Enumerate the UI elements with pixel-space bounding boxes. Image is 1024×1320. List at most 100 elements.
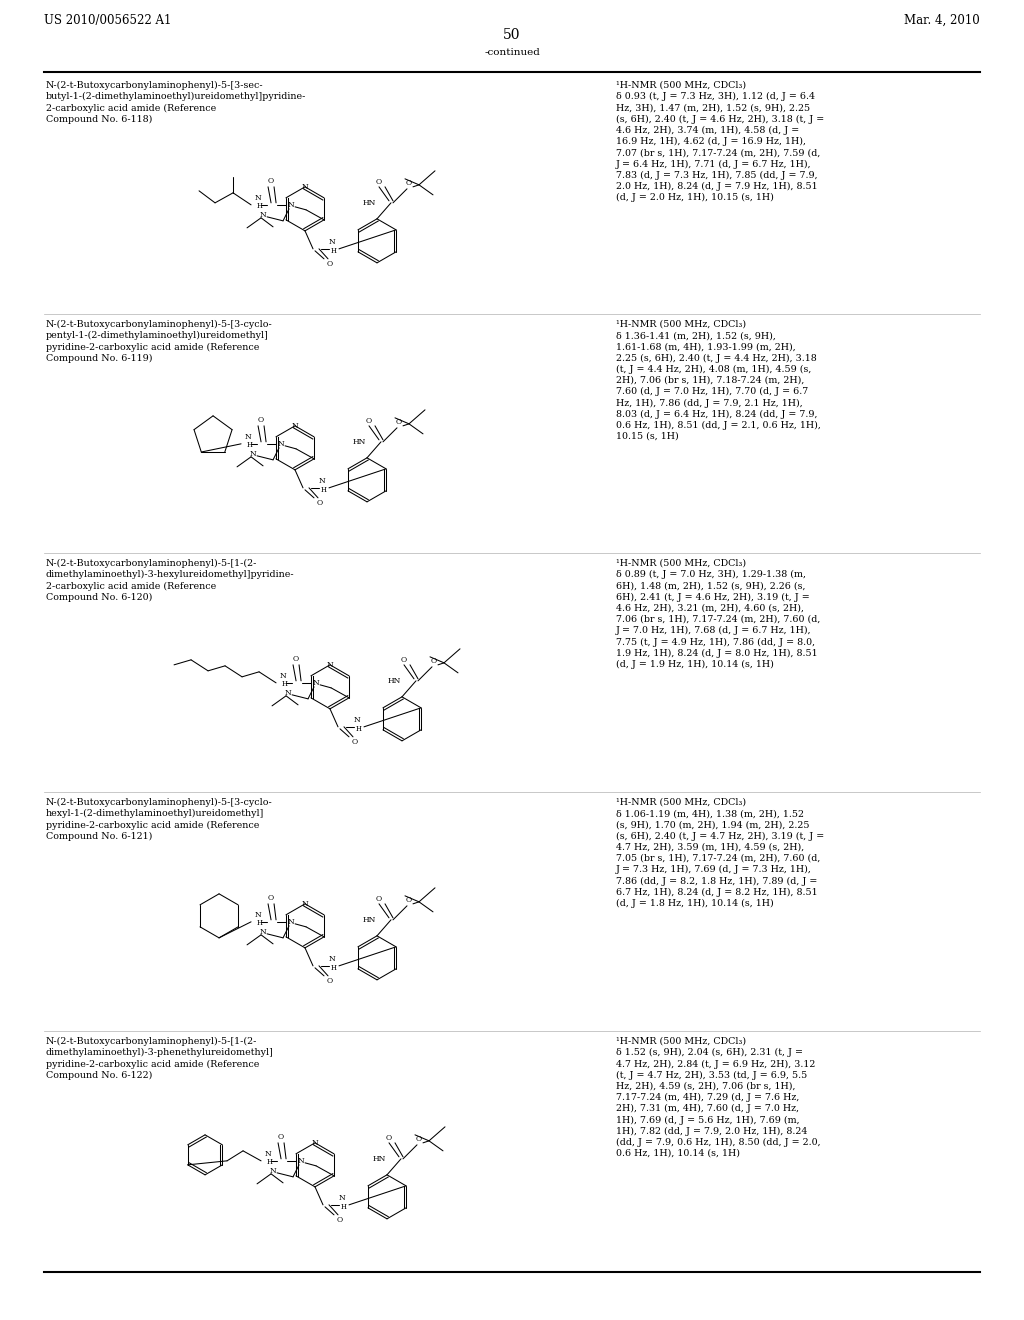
Text: O: O (258, 416, 264, 424)
Text: Mar. 4, 2010: Mar. 4, 2010 (904, 15, 980, 26)
Text: pyridine-2-carboxylic acid amide (Reference: pyridine-2-carboxylic acid amide (Refere… (46, 342, 259, 351)
Text: H: H (257, 202, 263, 210)
Text: N: N (329, 954, 336, 962)
Text: N: N (312, 678, 319, 686)
Text: 7.86 (dd, J = 8.2, 1.8 Hz, 1H), 7.89 (d, J =: 7.86 (dd, J = 8.2, 1.8 Hz, 1H), 7.89 (d,… (616, 876, 817, 886)
Text: δ 1.52 (s, 9H), 2.04 (s, 6H), 2.31 (t, J =: δ 1.52 (s, 9H), 2.04 (s, 6H), 2.31 (t, J… (616, 1048, 803, 1057)
Text: O: O (317, 499, 323, 507)
Text: N: N (255, 911, 261, 919)
Text: O: O (376, 895, 382, 903)
Text: Hz, 2H), 4.59 (s, 2H), 7.06 (br s, 1H),: Hz, 2H), 4.59 (s, 2H), 7.06 (br s, 1H), (616, 1082, 796, 1090)
Text: 10.15 (s, 1H): 10.15 (s, 1H) (616, 432, 679, 441)
Text: O: O (327, 977, 333, 985)
Text: 4.7 Hz, 2H), 2.84 (t, J = 6.9 Hz, 2H), 3.12: 4.7 Hz, 2H), 2.84 (t, J = 6.9 Hz, 2H), 3… (616, 1060, 815, 1068)
Text: H: H (247, 441, 253, 449)
Text: N: N (298, 1156, 304, 1164)
Text: HN: HN (388, 677, 401, 685)
Text: N: N (264, 1150, 271, 1158)
Text: 2-carboxylic acid amide (Reference: 2-carboxylic acid amide (Reference (46, 581, 216, 590)
Text: N-(2-t-Butoxycarbonylaminophenyl)-5-[1-(2-: N-(2-t-Butoxycarbonylaminophenyl)-5-[1-(… (46, 1038, 257, 1047)
Text: 7.75 (t, J = 4.9 Hz, 1H), 7.86 (dd, J = 8.0,: 7.75 (t, J = 4.9 Hz, 1H), 7.86 (dd, J = … (616, 638, 815, 647)
Text: (t, J = 4.7 Hz, 2H), 3.53 (td, J = 6.9, 5.5: (t, J = 4.7 Hz, 2H), 3.53 (td, J = 6.9, … (616, 1071, 807, 1080)
Text: HN: HN (373, 1155, 386, 1163)
Text: J = 6.4 Hz, 1H), 7.71 (d, J = 6.7 Hz, 1H),: J = 6.4 Hz, 1H), 7.71 (d, J = 6.7 Hz, 1H… (616, 160, 812, 169)
Text: N: N (318, 477, 326, 484)
Text: δ 0.89 (t, J = 7.0 Hz, 3H), 1.29-1.38 (m,: δ 0.89 (t, J = 7.0 Hz, 3H), 1.29-1.38 (m… (616, 570, 806, 579)
Text: 8.03 (d, J = 6.4 Hz, 1H), 8.24 (dd, J = 7.9,: 8.03 (d, J = 6.4 Hz, 1H), 8.24 (dd, J = … (616, 409, 817, 418)
Text: N: N (288, 201, 295, 209)
Text: -continued: -continued (484, 48, 540, 57)
Text: pyridine-2-carboxylic acid amide (Reference: pyridine-2-carboxylic acid amide (Refere… (46, 821, 259, 829)
Text: ¹H-NMR (500 MHz, CDCl₃): ¹H-NMR (500 MHz, CDCl₃) (616, 81, 746, 90)
Text: (d, J = 1.9 Hz, 1H), 10.14 (s, 1H): (d, J = 1.9 Hz, 1H), 10.14 (s, 1H) (616, 660, 774, 669)
Text: 2H), 7.06 (br s, 1H), 7.18-7.24 (m, 2H),: 2H), 7.06 (br s, 1H), 7.18-7.24 (m, 2H), (616, 376, 805, 385)
Text: O: O (268, 894, 274, 902)
Text: O: O (352, 738, 358, 746)
Text: 0.6 Hz, 1H), 8.51 (dd, J = 2.1, 0.6 Hz, 1H),: 0.6 Hz, 1H), 8.51 (dd, J = 2.1, 0.6 Hz, … (616, 421, 821, 430)
Text: 7.05 (br s, 1H), 7.17-7.24 (m, 2H), 7.60 (d,: 7.05 (br s, 1H), 7.17-7.24 (m, 2H), 7.60… (616, 854, 820, 863)
Text: J = 7.3 Hz, 1H), 7.69 (d, J = 7.3 Hz, 1H),: J = 7.3 Hz, 1H), 7.69 (d, J = 7.3 Hz, 1H… (616, 865, 812, 874)
Text: pyridine-2-carboxylic acid amide (Reference: pyridine-2-carboxylic acid amide (Refere… (46, 1060, 259, 1068)
Text: N: N (278, 440, 285, 447)
Text: ¹H-NMR (500 MHz, CDCl₃): ¹H-NMR (500 MHz, CDCl₃) (616, 558, 746, 568)
Text: N: N (280, 672, 287, 680)
Text: 1.9 Hz, 1H), 8.24 (d, J = 8.0 Hz, 1H), 8.51: 1.9 Hz, 1H), 8.24 (d, J = 8.0 Hz, 1H), 8… (616, 648, 817, 657)
Text: N: N (288, 917, 295, 925)
Text: 7.17-7.24 (m, 4H), 7.29 (d, J = 7.6 Hz,: 7.17-7.24 (m, 4H), 7.29 (d, J = 7.6 Hz, (616, 1093, 800, 1102)
Text: N-(2-t-Butoxycarbonylaminophenyl)-5-[3-cyclo-: N-(2-t-Butoxycarbonylaminophenyl)-5-[3-c… (46, 319, 272, 329)
Text: N: N (260, 211, 266, 219)
Text: (d, J = 1.8 Hz, 1H), 10.14 (s, 1H): (d, J = 1.8 Hz, 1H), 10.14 (s, 1H) (616, 899, 774, 908)
Text: H: H (356, 725, 362, 733)
Text: butyl-1-(2-dimethylaminoethyl)ureidomethyl]pyridine-: butyl-1-(2-dimethylaminoethyl)ureidometh… (46, 92, 306, 102)
Text: 2.0 Hz, 1H), 8.24 (d, J = 7.9 Hz, 1H), 8.51: 2.0 Hz, 1H), 8.24 (d, J = 7.9 Hz, 1H), 8… (616, 182, 817, 191)
Text: O: O (406, 896, 412, 904)
Text: ¹H-NMR (500 MHz, CDCl₃): ¹H-NMR (500 MHz, CDCl₃) (616, 799, 746, 807)
Text: 4.6 Hz, 2H), 3.74 (m, 1H), 4.58 (d, J =: 4.6 Hz, 2H), 3.74 (m, 1H), 4.58 (d, J = (616, 125, 800, 135)
Text: HN: HN (362, 916, 377, 924)
Text: N: N (339, 1193, 345, 1201)
Text: 6H), 1.48 (m, 2H), 1.52 (s, 9H), 2.26 (s,: 6H), 1.48 (m, 2H), 1.52 (s, 9H), 2.26 (s… (616, 581, 806, 590)
Text: N: N (250, 450, 256, 458)
Text: Compound No. 6-120): Compound No. 6-120) (46, 593, 153, 602)
Text: N: N (302, 183, 308, 191)
Text: δ 0.93 (t, J = 7.3 Hz, 3H), 1.12 (d, J = 6.4: δ 0.93 (t, J = 7.3 Hz, 3H), 1.12 (d, J =… (616, 92, 815, 102)
Text: N: N (292, 422, 298, 430)
Text: N: N (302, 900, 308, 908)
Text: O: O (337, 1216, 343, 1224)
Text: N: N (245, 433, 252, 441)
Text: N: N (260, 928, 266, 936)
Text: 1.61-1.68 (m, 4H), 1.93-1.99 (m, 2H),: 1.61-1.68 (m, 4H), 1.93-1.99 (m, 2H), (616, 342, 796, 351)
Text: O: O (416, 1135, 422, 1143)
Text: (s, 9H), 1.70 (m, 2H), 1.94 (m, 2H), 2.25: (s, 9H), 1.70 (m, 2H), 1.94 (m, 2H), 2.2… (616, 821, 810, 829)
Text: 4.7 Hz, 2H), 3.59 (m, 1H), 4.59 (s, 2H),: 4.7 Hz, 2H), 3.59 (m, 1H), 4.59 (s, 2H), (616, 842, 804, 851)
Text: O: O (386, 1134, 392, 1142)
Text: (s, 6H), 2.40 (t, J = 4.6 Hz, 2H), 3.18 (t, J =: (s, 6H), 2.40 (t, J = 4.6 Hz, 2H), 3.18 … (616, 115, 824, 124)
Text: US 2010/0056522 A1: US 2010/0056522 A1 (44, 15, 171, 26)
Text: dimethylaminoethyl)-3-phenethylureidomethyl]: dimethylaminoethyl)-3-phenethylureidomet… (46, 1048, 273, 1057)
Text: ¹H-NMR (500 MHz, CDCl₃): ¹H-NMR (500 MHz, CDCl₃) (616, 319, 746, 329)
Text: N: N (353, 715, 360, 723)
Text: dimethylaminoethyl)-3-hexylureidomethyl]pyridine-: dimethylaminoethyl)-3-hexylureidomethyl]… (46, 570, 295, 579)
Text: O: O (401, 656, 408, 664)
Text: N-(2-t-Butoxycarbonylaminophenyl)-5-[3-cyclo-: N-(2-t-Butoxycarbonylaminophenyl)-5-[3-c… (46, 799, 272, 807)
Text: N: N (329, 238, 336, 246)
Text: N-(2-t-Butoxycarbonylaminophenyl)-5-[1-(2-: N-(2-t-Butoxycarbonylaminophenyl)-5-[1-(… (46, 558, 257, 568)
Text: O: O (396, 418, 402, 426)
Text: (t, J = 4.4 Hz, 2H), 4.08 (m, 1H), 4.59 (s,: (t, J = 4.4 Hz, 2H), 4.08 (m, 1H), 4.59 … (616, 364, 811, 374)
Text: (s, 6H), 2.40 (t, J = 4.7 Hz, 2H), 3.19 (t, J =: (s, 6H), 2.40 (t, J = 4.7 Hz, 2H), 3.19 … (616, 832, 824, 841)
Text: O: O (268, 177, 274, 185)
Text: 7.07 (br s, 1H), 7.17-7.24 (m, 2H), 7.59 (d,: 7.07 (br s, 1H), 7.17-7.24 (m, 2H), 7.59… (616, 148, 820, 157)
Text: O: O (431, 657, 437, 665)
Text: 7.06 (br s, 1H), 7.17-7.24 (m, 2H), 7.60 (d,: 7.06 (br s, 1H), 7.17-7.24 (m, 2H), 7.60… (616, 615, 820, 624)
Text: Hz, 3H), 1.47 (m, 2H), 1.52 (s, 9H), 2.25: Hz, 3H), 1.47 (m, 2H), 1.52 (s, 9H), 2.2… (616, 103, 810, 112)
Text: 1H), 7.82 (dd, J = 7.9, 2.0 Hz, 1H), 8.24: 1H), 7.82 (dd, J = 7.9, 2.0 Hz, 1H), 8.2… (616, 1126, 807, 1135)
Text: HN: HN (353, 438, 367, 446)
Text: H: H (331, 247, 337, 255)
Text: δ 1.06-1.19 (m, 4H), 1.38 (m, 2H), 1.52: δ 1.06-1.19 (m, 4H), 1.38 (m, 2H), 1.52 (616, 809, 804, 818)
Text: N: N (269, 1167, 276, 1175)
Text: 7.60 (d, J = 7.0 Hz, 1H), 7.70 (d, J = 6.7: 7.60 (d, J = 7.0 Hz, 1H), 7.70 (d, J = 6… (616, 387, 808, 396)
Text: hexyl-1-(2-dimethylaminoethyl)ureidomethyl]: hexyl-1-(2-dimethylaminoethyl)ureidometh… (46, 809, 264, 818)
Text: HN: HN (362, 199, 377, 207)
Text: N: N (327, 661, 334, 669)
Text: Compound No. 6-118): Compound No. 6-118) (46, 115, 153, 124)
